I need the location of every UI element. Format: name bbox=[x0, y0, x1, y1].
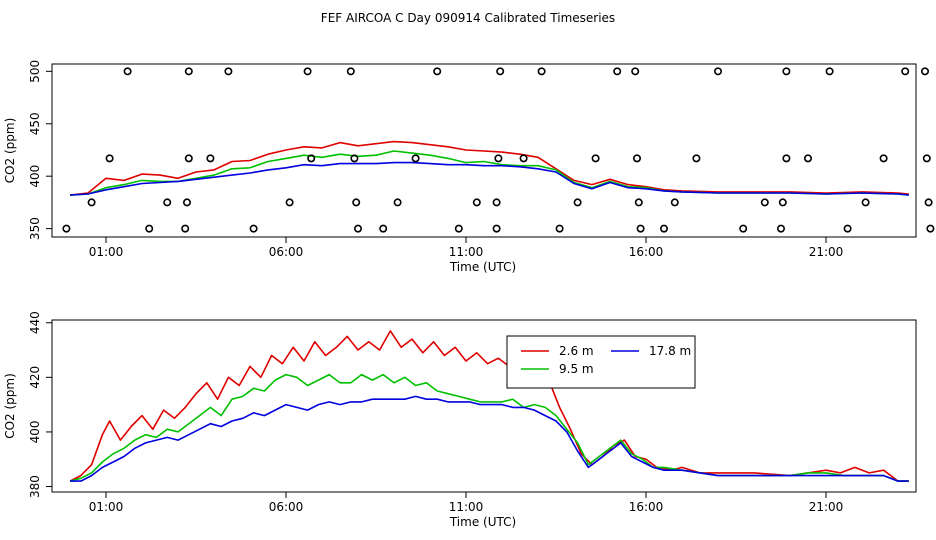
calibration-marker bbox=[555, 224, 564, 233]
calibration-marker bbox=[472, 198, 481, 207]
calibration-marker bbox=[803, 154, 812, 163]
calibration-marker bbox=[352, 198, 361, 207]
x-tick-label: 01:00 bbox=[89, 245, 124, 259]
calibration-marker bbox=[454, 224, 463, 233]
calibration-marker bbox=[62, 224, 71, 233]
calibration-marker bbox=[496, 67, 505, 76]
x-tick-label: 11:00 bbox=[449, 500, 484, 514]
calibration-marker bbox=[123, 67, 132, 76]
calibration-marker bbox=[926, 224, 935, 233]
calibration-marker bbox=[825, 67, 834, 76]
calibration-marker bbox=[924, 198, 933, 207]
calibration-marker bbox=[353, 224, 362, 233]
x-tick-label: 01:00 bbox=[89, 500, 124, 514]
legend-label-s26: 2.6 m bbox=[559, 344, 594, 358]
calibration-marker bbox=[492, 198, 501, 207]
calibration-marker bbox=[379, 224, 388, 233]
top-panel: 01:00 06:00 11:00 16:00 21:00 350 400 450 500 Tim… bbox=[3, 60, 935, 274]
legend-label-s178: 17.8 m bbox=[649, 344, 691, 358]
calibration-marker bbox=[105, 154, 114, 163]
plot-frame bbox=[51, 319, 917, 493]
main-title: FEF AIRCOA C Day 090914 Calibrated Times… bbox=[321, 11, 615, 25]
x-tick-label: 16:00 bbox=[629, 500, 664, 514]
calibration-marker bbox=[181, 224, 190, 233]
calibration-marker bbox=[713, 67, 722, 76]
calibration-marker bbox=[494, 154, 503, 163]
calibration-marker bbox=[843, 224, 852, 233]
calibration-marker bbox=[636, 224, 645, 233]
calibration-marker bbox=[411, 154, 420, 163]
x-tick-label: 21:00 bbox=[809, 245, 844, 259]
calibration-marker bbox=[778, 198, 787, 207]
calibration-marker bbox=[393, 198, 402, 207]
calibration-marker bbox=[184, 154, 193, 163]
series-line-s26 bbox=[69, 140, 909, 196]
y-tick-label: 380 bbox=[28, 475, 42, 498]
calibration-marker bbox=[760, 198, 769, 207]
calibration-marker bbox=[692, 154, 701, 163]
calibration-marker bbox=[537, 67, 546, 76]
calibration-marker bbox=[145, 224, 154, 233]
series-line-s95 bbox=[69, 373, 909, 482]
calibration-marker bbox=[782, 154, 791, 163]
calibration-marker bbox=[632, 154, 641, 163]
calibration-marker bbox=[879, 154, 888, 163]
calibration-marker bbox=[163, 198, 172, 207]
legend-box bbox=[506, 335, 696, 389]
y-tick-label: 400 bbox=[28, 165, 42, 188]
y-tick-label: 440 bbox=[28, 311, 42, 334]
calibration-marker bbox=[901, 67, 910, 76]
calibration-marker bbox=[433, 67, 442, 76]
calibration-marker bbox=[184, 67, 193, 76]
x-tick-label: 11:00 bbox=[449, 245, 484, 259]
calibration-marker bbox=[739, 224, 748, 233]
calibration-marker bbox=[922, 154, 931, 163]
y-tick-label: 400 bbox=[28, 420, 42, 443]
calibration-marker bbox=[573, 198, 582, 207]
calibration-marker bbox=[303, 67, 312, 76]
y-tick-label: 450 bbox=[28, 112, 42, 135]
calibration-marker bbox=[670, 198, 679, 207]
x-tick-label: 06:00 bbox=[269, 500, 304, 514]
y-tick-label: 420 bbox=[28, 366, 42, 389]
calibration-marker bbox=[519, 154, 528, 163]
series-line-s178 bbox=[70, 395, 909, 482]
x-tick-label: 06:00 bbox=[269, 245, 304, 259]
calibration-marker bbox=[631, 67, 640, 76]
y-tick-label: 500 bbox=[28, 60, 42, 83]
x-tick-label: 16:00 bbox=[629, 245, 664, 259]
calibration-marker bbox=[776, 224, 785, 233]
calibration-marker bbox=[920, 67, 929, 76]
x-tick-label: 21:00 bbox=[809, 500, 844, 514]
calibration-marker bbox=[613, 67, 622, 76]
series-line-s178 bbox=[69, 161, 909, 196]
calibration-marker bbox=[249, 224, 258, 233]
calibration-marker bbox=[350, 154, 359, 163]
bottom-panel: 01:00 06:00 11:00 16:00 21:00 380 400 420 440 Tim… bbox=[3, 311, 917, 529]
calibration-marker bbox=[346, 67, 355, 76]
calibration-marker bbox=[183, 198, 192, 207]
x-axis-title: Time (UTC) bbox=[449, 515, 516, 529]
y-axis-title: CO2 (ppm) bbox=[3, 118, 17, 184]
y-tick-label: 350 bbox=[28, 217, 42, 240]
legend-label-s95: 9.5 m bbox=[559, 362, 594, 376]
series-line-s26 bbox=[69, 330, 909, 482]
calibration-marker bbox=[861, 198, 870, 207]
calibration-marker bbox=[659, 224, 668, 233]
calibration-marker bbox=[206, 154, 215, 163]
calibration-marker bbox=[492, 224, 501, 233]
y-axis-title: CO2 (ppm) bbox=[3, 373, 17, 439]
calibration-marker bbox=[307, 154, 316, 163]
calibration-marker bbox=[87, 198, 96, 207]
calibration-marker bbox=[224, 67, 233, 76]
calibration-marker bbox=[591, 154, 600, 163]
plot-frame bbox=[51, 63, 917, 238]
calibration-marker bbox=[782, 67, 791, 76]
x-axis-title: Time (UTC) bbox=[449, 260, 516, 274]
calibration-marker bbox=[634, 198, 643, 207]
calibration-marker bbox=[285, 198, 294, 207]
